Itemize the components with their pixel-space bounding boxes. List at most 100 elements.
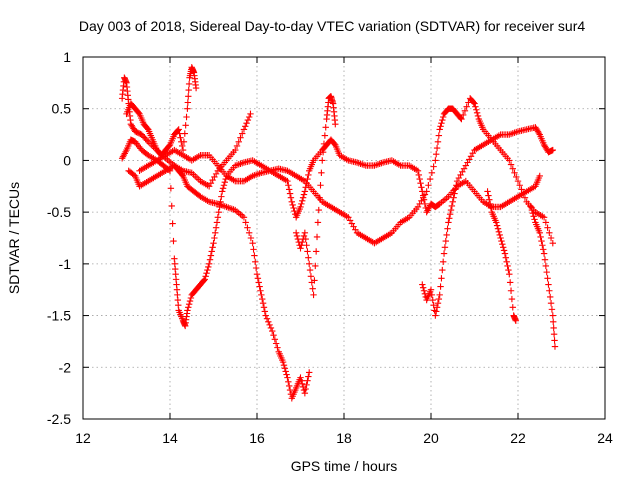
data-point [212, 224, 220, 231]
data-point [447, 206, 455, 214]
data-point [474, 112, 482, 120]
data-point [233, 142, 241, 150]
data-point [185, 300, 193, 308]
data-point [249, 239, 256, 247]
data-point [437, 123, 444, 130]
data-point [546, 287, 553, 294]
data-point [428, 169, 436, 177]
y-tick-label: -2.5 [47, 411, 71, 427]
x-tick-label: 14 [162, 430, 178, 446]
data-points [118, 64, 559, 402]
data-point [549, 239, 556, 247]
data-point [285, 182, 292, 189]
x-tick-label: 18 [336, 430, 352, 446]
data-point [459, 111, 467, 119]
data-point [508, 295, 516, 303]
data-point [211, 234, 218, 242]
data-point [203, 269, 210, 277]
data-point [441, 244, 449, 251]
data-point [536, 172, 543, 180]
data-point [434, 299, 442, 307]
data-point [252, 264, 260, 272]
data-point [493, 222, 501, 229]
data-point [259, 295, 266, 303]
data-point [250, 246, 257, 253]
data-point [242, 219, 249, 226]
data-point [439, 258, 447, 265]
data-point [509, 304, 516, 311]
data-point [435, 132, 443, 139]
data-point [430, 163, 437, 170]
data-point [497, 234, 504, 242]
data-point [247, 234, 255, 242]
data-point [426, 175, 434, 183]
y-tick-label: 0.5 [52, 101, 72, 117]
data-point [299, 194, 307, 201]
data-point [501, 250, 509, 257]
data-point [546, 293, 554, 301]
data-point [217, 198, 224, 205]
data-point [450, 194, 457, 201]
data-point [439, 116, 446, 124]
data-point [317, 182, 324, 189]
data-point [504, 262, 511, 270]
data-point [514, 177, 522, 185]
data-point [416, 175, 423, 183]
data-point [415, 171, 423, 179]
data-point [484, 188, 491, 195]
data-point [458, 115, 465, 123]
data-point [205, 260, 213, 268]
data-point [202, 273, 209, 280]
data-point [539, 242, 546, 249]
data-point [544, 275, 551, 282]
data-point [442, 237, 449, 245]
data-point [183, 113, 190, 121]
data-point [507, 161, 515, 168]
data-point [549, 146, 556, 154]
data-point [302, 235, 309, 243]
y-tick-label: -0.5 [47, 204, 71, 220]
data-point [312, 248, 320, 255]
data-point [286, 190, 294, 197]
data-point [283, 371, 290, 378]
data-point [322, 124, 329, 131]
data-point [280, 362, 288, 369]
data-point [423, 188, 430, 195]
data-point [184, 99, 192, 106]
data-point [205, 263, 212, 271]
data-point [316, 194, 323, 201]
data-point [433, 151, 440, 158]
data-point [192, 84, 200, 92]
data-point [439, 266, 446, 274]
series-sat-e [136, 95, 556, 247]
data-point [445, 219, 452, 226]
data-point [432, 312, 439, 319]
data-point [304, 248, 311, 255]
data-point [287, 194, 295, 201]
data-point [254, 275, 262, 282]
x-tick-label: 20 [423, 430, 439, 446]
data-point [518, 186, 525, 193]
data-point [208, 248, 215, 255]
data-point [493, 219, 500, 226]
data-point [143, 137, 151, 144]
data-point [503, 258, 510, 265]
data-point [272, 340, 280, 347]
series-sat-h [484, 188, 520, 324]
data-point [170, 237, 177, 245]
y-tick-label: -2 [59, 359, 72, 375]
data-point [305, 254, 312, 261]
data-point [435, 295, 443, 303]
x-tick-label: 16 [249, 430, 265, 446]
data-point [414, 167, 422, 174]
data-point [175, 126, 182, 133]
data-point [538, 237, 545, 245]
data-point [528, 206, 536, 214]
data-point [550, 330, 558, 338]
data-point [299, 197, 306, 204]
data-point [306, 260, 313, 268]
data-point [485, 192, 492, 199]
series-sat-g [419, 124, 556, 319]
axes: 12 14 16 18 20 22 24 1 0.5 0 -0.5 -1 -1.5 -2 -2.5 [47, 49, 613, 446]
